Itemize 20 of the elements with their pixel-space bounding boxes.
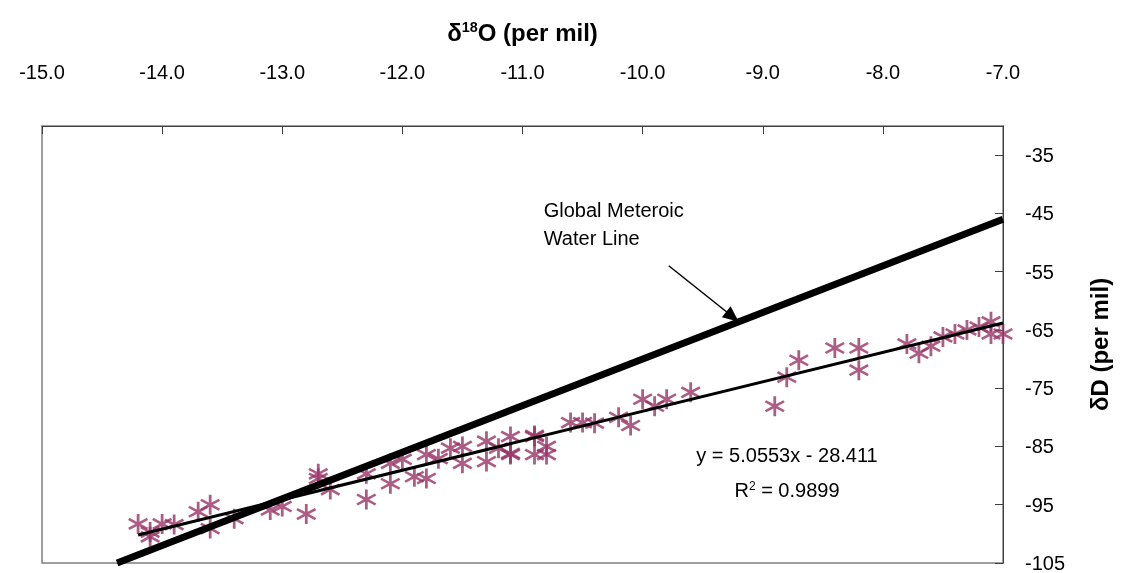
y-tick-label: -85 <box>1025 435 1054 458</box>
y-tick-label: -55 <box>1025 260 1054 283</box>
x-tick-label: -15.0 <box>19 61 65 83</box>
y-tick-label: -95 <box>1025 493 1054 516</box>
x-tick-label: -14.0 <box>139 61 185 83</box>
annotation: Global Meteroic Water Line <box>543 198 684 249</box>
x-tick-label: -9.0 <box>745 61 780 83</box>
x-tick-label: -11.0 <box>500 61 545 83</box>
x-tick-label: -7.0 <box>985 61 1021 83</box>
x-tick-label: -8.0 <box>865 61 901 83</box>
y-tick-label: -105 <box>1025 552 1066 573</box>
annotation: y = 5.0553x - 28.411 <box>696 444 878 466</box>
y-tick-label: -35 <box>1025 144 1054 167</box>
y-tick-label: -75 <box>1025 377 1054 400</box>
x-tick-label: -12.0 <box>379 61 426 83</box>
x-tick-label: -13.0 <box>259 61 306 83</box>
y-tick-label: -65 <box>1025 318 1054 341</box>
x-tick-label: -10.0 <box>619 61 666 83</box>
y-axis-title: δD (per mil) <box>1085 277 1113 412</box>
y-tick-label: -45 <box>1025 202 1054 225</box>
